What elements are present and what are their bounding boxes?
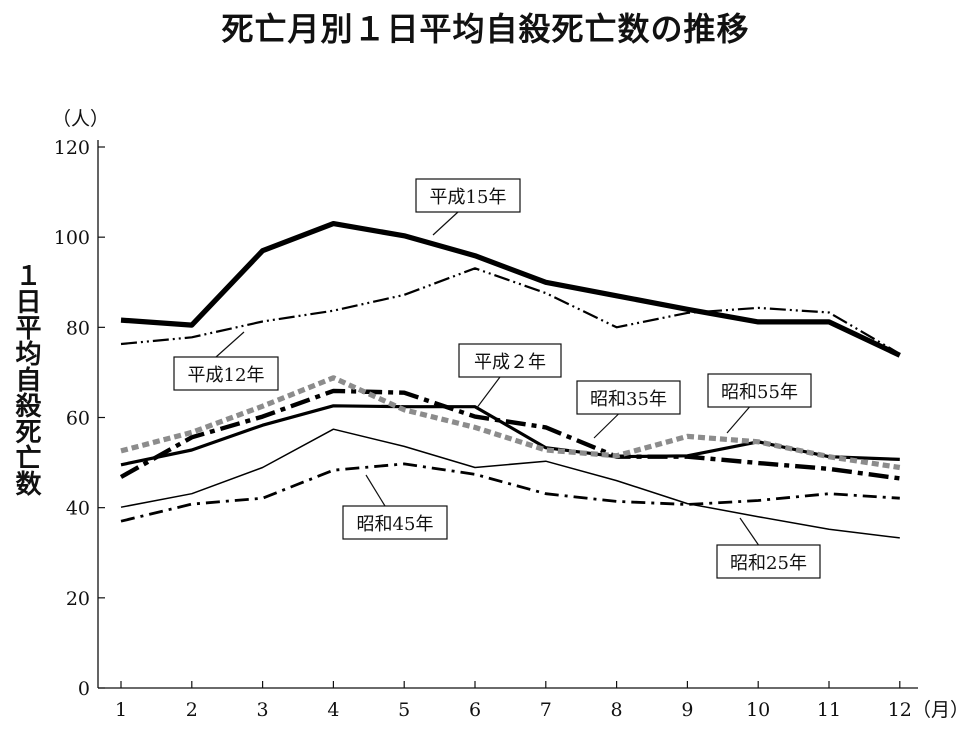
callout-1-leader [432,211,459,236]
callout-2-label: 平成12年 [188,365,265,386]
y-tick-label: 60 [66,408,90,430]
x-tick-label: 5 [398,699,410,721]
x-tick-label: 2 [186,699,198,721]
x-tick-label: 6 [469,699,481,721]
y-axis-label: １日平均自殺死亡数 [11,262,41,496]
callout-1-label: 平成15年 [430,187,507,208]
y-tick-label: 100 [54,227,90,249]
x-tick-label: 7 [540,699,552,721]
x-tick-label: 4 [327,699,339,721]
callout-3-label: 平成２年 [474,352,546,373]
y-tick-label: 80 [66,317,90,339]
callout-6-leader [365,474,386,507]
callout-3-box [458,343,562,378]
x-tick-label: 12 [888,699,912,721]
y-unit-label: （人） [52,108,109,130]
callout-7-label: 昭和25年 [730,553,807,574]
x-tick-label: 3 [257,699,269,721]
callout-5-box [707,373,812,408]
series-line-5 [120,375,901,471]
callout-4-leader [593,413,619,439]
callout-1-box [415,178,521,213]
y-tick-label: 0 [78,678,90,700]
callout-2-leader [215,331,245,358]
x-tick-label: 9 [681,699,693,721]
callout-4-box [576,380,681,415]
callout-5-label: 昭和55年 [721,382,798,403]
y-tick-label: 40 [66,498,90,520]
callout-7-leader [739,517,759,546]
series-line-1 [120,221,901,358]
x-tick-label: 8 [611,699,623,721]
callout-6-label: 昭和45年 [357,514,434,535]
x-tick-label: 10 [746,699,770,721]
x-unit-label: （月） [912,699,969,721]
callout-7-box [716,544,821,579]
y-tick-label: 20 [66,588,90,610]
callout-5-leader [726,406,750,434]
callout-3-leader [475,376,501,410]
x-tick-label: 1 [115,699,127,721]
series-line-6 [120,462,900,523]
series-line-4 [119,388,901,481]
series-line-2 [120,267,901,355]
callout-6-box [342,505,448,540]
y-tick-label: 120 [54,137,90,159]
callout-2-box [173,356,279,391]
callout-4-label: 昭和35年 [590,389,667,410]
x-tick-label: 11 [817,699,841,721]
series-line-7 [120,428,900,539]
chart-title: 死亡月別１日平均自殺死亡数の推移 [221,10,750,48]
